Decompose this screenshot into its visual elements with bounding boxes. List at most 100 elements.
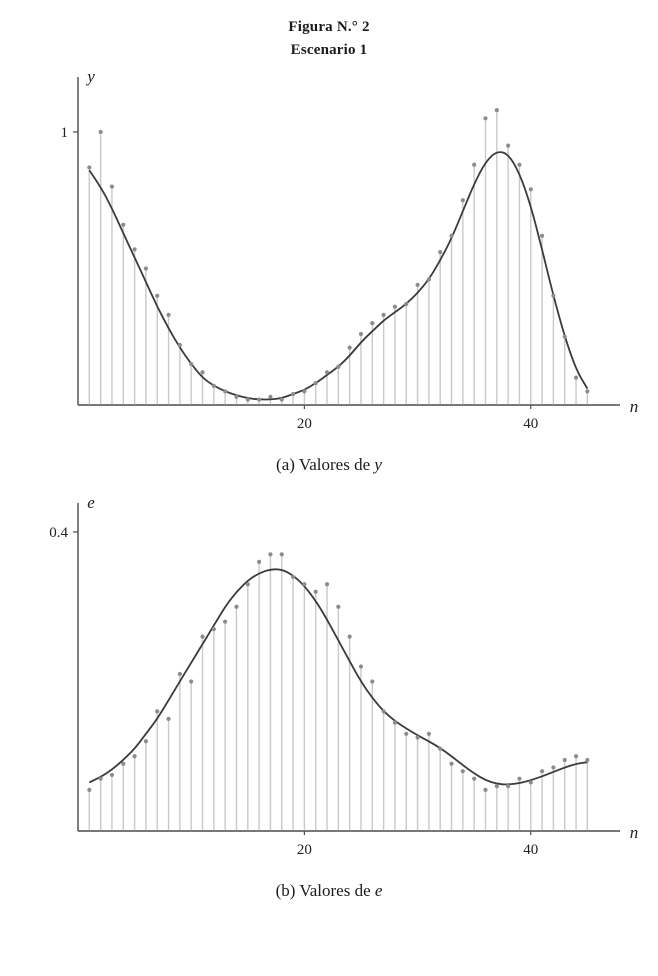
data-point	[234, 604, 239, 609]
chart-a-block: 1 20 40 y n (a) Valores de y	[0, 63, 658, 475]
data-point	[290, 391, 296, 397]
data-point	[166, 716, 171, 721]
data-point	[177, 342, 182, 348]
data-point	[370, 679, 375, 684]
data-point	[370, 320, 375, 326]
data-point	[539, 769, 545, 774]
data-point	[143, 739, 149, 744]
data-point	[460, 198, 465, 203]
figure-title: Figura N.° 2 Escenario 1	[0, 0, 658, 61]
data-point	[426, 277, 431, 282]
data-point	[438, 746, 443, 751]
data-point	[415, 282, 420, 287]
data-point	[358, 331, 364, 337]
chart-a-caption-variable: y	[374, 455, 382, 474]
y-tick-label: 1	[61, 125, 69, 141]
data-point	[211, 627, 216, 632]
data-point	[245, 397, 250, 402]
data-point	[483, 787, 488, 792]
data-point	[302, 582, 307, 587]
data-point	[426, 731, 431, 736]
data-point	[539, 233, 545, 238]
data-point	[279, 397, 284, 402]
data-point	[460, 769, 465, 774]
data-point	[381, 709, 386, 714]
data-point	[245, 582, 250, 587]
data-point	[551, 765, 556, 770]
data-point	[324, 370, 330, 375]
data-point	[494, 108, 499, 113]
data-point	[87, 165, 92, 170]
chart-b-caption-text: (b) Valores de	[275, 881, 375, 900]
data-point	[200, 634, 205, 639]
data-point	[200, 370, 205, 375]
data-point	[381, 312, 386, 317]
chart-b-plot: 0.4 20 40 e n	[49, 493, 639, 858]
data-point	[223, 389, 228, 394]
fit-curve	[88, 568, 588, 786]
data-point	[449, 761, 454, 766]
data-point	[438, 249, 443, 255]
chart-b-block: 0.4 20 40 e n (b) Valores de e	[0, 489, 658, 901]
data-point	[98, 129, 103, 135]
data-point	[109, 772, 115, 778]
fit-curve	[88, 151, 589, 401]
chart-b-caption: (b) Valores de e	[0, 881, 658, 901]
data-point	[483, 116, 488, 121]
data-point	[506, 784, 511, 789]
chart-a-caption: (a) Valores de y	[0, 455, 658, 475]
data-point	[404, 301, 409, 307]
y-axis-label: y	[85, 67, 95, 86]
data-point	[98, 776, 103, 781]
y-axis-label: e	[87, 493, 95, 512]
data-point	[472, 776, 477, 781]
data-point	[189, 361, 194, 367]
data-point	[472, 162, 477, 167]
data-point	[585, 389, 590, 394]
x-tick-label: 40	[523, 416, 538, 432]
data-point	[336, 364, 341, 369]
data-point	[143, 266, 149, 271]
data-point	[155, 709, 160, 714]
data-point	[257, 559, 262, 564]
data-point	[562, 334, 567, 339]
x-tick-label: 20	[297, 842, 312, 858]
data-point	[517, 162, 522, 167]
chart-a-caption-text: (a) Valores de	[276, 455, 375, 474]
data-point	[166, 312, 171, 317]
data-point	[404, 731, 409, 736]
x-tick-label: 20	[297, 416, 312, 432]
data-point	[234, 394, 239, 399]
x-axis-label: n	[630, 823, 639, 842]
data-point	[257, 397, 262, 402]
data-point	[562, 757, 567, 763]
data-point	[528, 187, 533, 192]
figure-title-line2: Escenario 1	[290, 41, 368, 58]
data-point	[121, 761, 126, 766]
data-point	[528, 780, 533, 785]
data-point	[449, 233, 454, 238]
chart-b-caption-variable: e	[374, 881, 383, 900]
data-point	[585, 757, 590, 763]
x-axis-label: n	[630, 397, 639, 416]
data-point	[573, 375, 579, 380]
data-point	[506, 143, 511, 148]
data-point	[313, 381, 318, 386]
data-point	[121, 222, 126, 227]
data-point	[324, 582, 330, 587]
data-point	[211, 383, 216, 388]
data-point	[177, 671, 182, 677]
data-point	[347, 634, 352, 639]
data-point	[347, 345, 352, 350]
data-point	[268, 552, 273, 557]
data-point	[336, 604, 341, 609]
data-point	[87, 787, 92, 792]
data-point	[132, 247, 137, 252]
chart-a-plot: 1 20 40 y n	[61, 67, 639, 432]
data-point	[279, 552, 284, 557]
data-point	[573, 754, 579, 759]
data-point	[494, 784, 499, 789]
data-point	[415, 735, 420, 740]
y-tick-label: 0.4	[49, 525, 68, 541]
data-point	[392, 720, 398, 725]
